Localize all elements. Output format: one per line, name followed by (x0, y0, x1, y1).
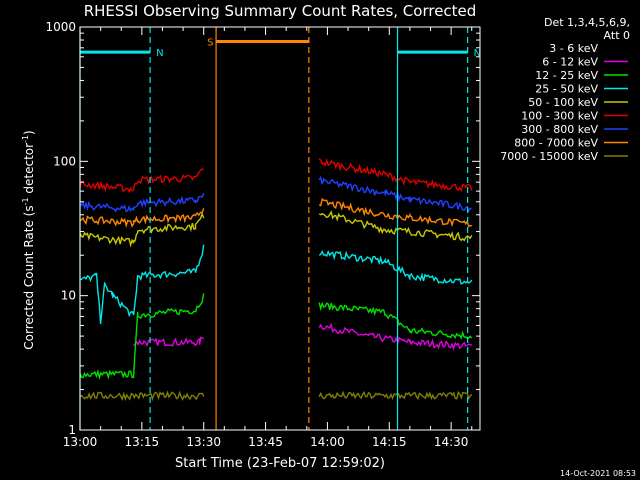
y-tick-label: 1 (68, 423, 76, 437)
legend-label-3-6-kev: 3 - 6 keV (549, 42, 598, 55)
series-line-7000-15000-kev (80, 390, 473, 402)
y-axis-label-sup2: -1 (21, 135, 30, 143)
series-line-6-12-kev (133, 322, 472, 351)
series-line-3-6-kev (80, 354, 473, 395)
series-line-800-7000-kev (80, 197, 472, 229)
y-tick-label: 100 (53, 154, 76, 168)
annotation-s-2-label: S (207, 37, 213, 48)
legend-label-12-25-kev: 12 - 25 keV (535, 69, 598, 82)
y-axis-label: Corrected Count Rate (s-1 detector-1) (21, 130, 36, 349)
legend-header-line1: Det 1,3,4,5,6,9, (544, 16, 630, 29)
x-tick-label: 13:45 (248, 435, 283, 449)
plot-area: N N S 1 10 100 1000 13:00 13:15 13:30 13:45 14:00 14… (45, 20, 481, 449)
legend-label-800-7000-kev: 800 - 7000 keV (514, 137, 598, 150)
legend-label-6-12-kev: 6 - 12 keV (542, 56, 598, 69)
y-tick-label: 10 (61, 289, 76, 303)
y-axis-label-main: Corrected Count Rate (s (22, 205, 36, 349)
x-tick-label: 14:30 (434, 435, 469, 449)
annotation-n-1-label: N (474, 48, 481, 59)
legend-header-line2: Att 0 (604, 29, 630, 42)
plot-frame (79, 26, 481, 431)
legend-label-50-100-kev: 50 - 100 keV (528, 96, 598, 109)
x-tick-label: 14:15 (372, 435, 407, 449)
series-group (80, 158, 473, 402)
y-axis-label-end: ) (22, 130, 36, 135)
x-axis-label: Start Time (23-Feb-07 12:59:02) (175, 456, 385, 471)
timestamp: 14-Oct-2021 08:53 (560, 469, 636, 478)
chart-title: RHESSI Observing Summary Count Rates, Co… (84, 2, 477, 20)
legend-label-25-50-kev: 25 - 50 keV (535, 83, 598, 96)
series-line-100-300-kev (80, 158, 473, 194)
legend-label-100-300-kev: 100 - 300 keV (521, 110, 598, 123)
x-tick-label: 13:00 (63, 435, 98, 449)
y-axis-label-mid: detector (22, 143, 36, 198)
x-tick-label: 14:00 (310, 435, 345, 449)
series-line-25-50-kev (80, 244, 473, 325)
legend-label-7000-15000-kev: 7000 - 15000 keV (500, 150, 598, 163)
y-axis-label-sup1: -1 (21, 197, 30, 205)
x-tick-label: 13:15 (125, 435, 160, 449)
annotation-n-0-label: N (156, 48, 163, 59)
legend-label-300-800-kev: 300 - 800 keV (521, 123, 598, 136)
x-tick-label: 13:30 (186, 435, 221, 449)
y-tick-label: 1000 (45, 20, 76, 34)
series-line-300-800-kev (80, 175, 472, 213)
series-line-50-100-kev (80, 210, 473, 248)
series-line-12-25-kev (80, 293, 473, 381)
x-axis: 13:00 13:15 13:30 13:45 14:00 14:15 14:30 (63, 27, 473, 449)
y-axis: 1 10 100 1000 (45, 20, 480, 437)
